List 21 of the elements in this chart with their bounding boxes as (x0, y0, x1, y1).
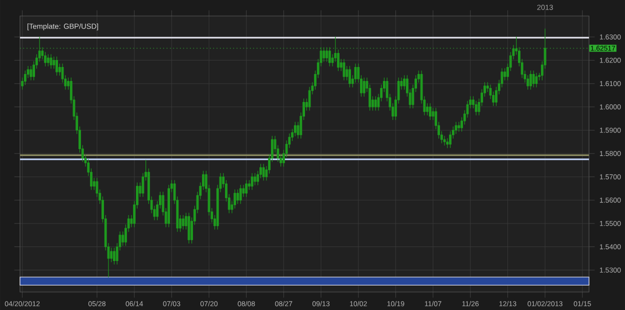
candlestick (56, 56, 58, 76)
candlestick (262, 164, 265, 181)
candlestick (188, 212, 190, 244)
candlestick (532, 70, 535, 88)
candlestick (342, 58, 346, 80)
candlestick (24, 70, 26, 86)
candlestick (428, 103, 432, 120)
candlestick (328, 47, 331, 66)
candlestick (245, 180, 248, 197)
candlestick (348, 66, 351, 88)
candlestick (182, 214, 184, 230)
candlestick (454, 122, 458, 134)
candlestick (529, 70, 532, 90)
candlestick (46, 54, 50, 66)
candlestick (50, 54, 52, 69)
candlestick (239, 184, 242, 204)
candlestick (374, 96, 377, 111)
candlestick (362, 77, 366, 97)
candlestick (234, 189, 236, 209)
candlestick (250, 173, 254, 190)
candlestick (535, 72, 538, 88)
